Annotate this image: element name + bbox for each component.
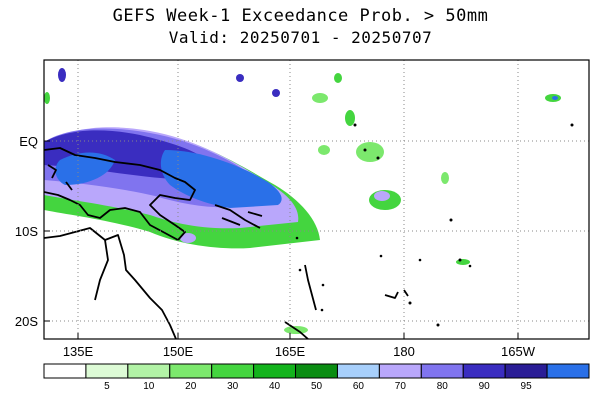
map-subtitle: Valid: 20250701 - 20250707 [168,28,433,47]
coastline-halmahera [47,164,73,191]
map-frame [43,59,590,340]
coastline-new-caledonia [284,321,309,339]
lon-label-135e: 135E [63,344,94,359]
colorbar-label: 60 [353,381,365,392]
prob-blob-c [272,89,280,97]
lat-label-10s: 10S [15,224,38,239]
colorbar-swatch [211,363,255,379]
prob-blob-o [456,259,470,265]
small-islands [295,123,574,327]
coastline-solomons [214,204,263,229]
lat-label-eq: EQ [19,134,38,149]
coastlines [44,147,409,339]
colorbar-label: 5 [104,381,110,392]
map-title: GEFS Week-1 Exceedance Prob. > 50mm [112,6,489,26]
colorbar-swatch [295,363,338,379]
prob-blob-e [312,93,328,103]
lat-label-20s: 20S [15,314,38,329]
colorbar-label: 10 [143,381,155,392]
lon-label-180: 180 [393,344,415,359]
prob-blob-l [441,172,449,184]
prob-blob-n [552,96,558,100]
colorbar-swatch [169,363,213,379]
coastline-australia [44,227,177,339]
axis-ticks [44,140,519,339]
lon-label-165e: 165E [275,344,306,359]
colorbar-swatch [253,363,297,379]
prob-blob-j [374,191,390,201]
lat-lon-grid [44,60,589,339]
prob-blob-f [334,73,342,83]
colorbar-swatch [336,363,380,379]
colorbar-label: 20 [185,381,197,392]
colorbar-swatch [420,363,464,379]
colorbar-swatch [504,363,548,379]
coastline-new-guinea [44,147,196,241]
prob-region-95b [55,152,115,185]
prob-blob-b [236,74,244,82]
colorbar-label: 30 [227,381,239,392]
prob-blob-g [345,110,355,126]
colorbar-label: 40 [269,381,281,392]
prob-region-95 [160,150,282,208]
prob-blob-a [58,68,66,82]
colorbar-label: 90 [479,381,491,392]
lon-label-165w: 165W [501,344,536,359]
colorbar-label: 50 [311,381,323,392]
colorbar: 5 10 20 30 40 50 60 70 80 90 95 [43,363,590,392]
colorbar-swatch [546,363,590,379]
colorbar-label: 70 [395,381,407,392]
colorbar-swatch [127,363,171,379]
coastline-vanuatu [304,264,317,311]
prob-blob-d [44,92,50,104]
prob-blob-k [318,145,330,155]
coastline-fiji [384,289,409,299]
colorbar-label: 95 [521,381,533,392]
lon-label-150e: 150E [163,344,194,359]
colorbar-swatch [462,363,506,379]
map-fields [44,68,574,339]
colorbar-swatch [85,363,129,379]
prob-blob-h [356,142,384,162]
colorbar-label: 80 [437,381,449,392]
colorbar-swatch [378,363,422,379]
colorbar-swatch [43,363,87,379]
prob-blob-q [180,233,196,243]
